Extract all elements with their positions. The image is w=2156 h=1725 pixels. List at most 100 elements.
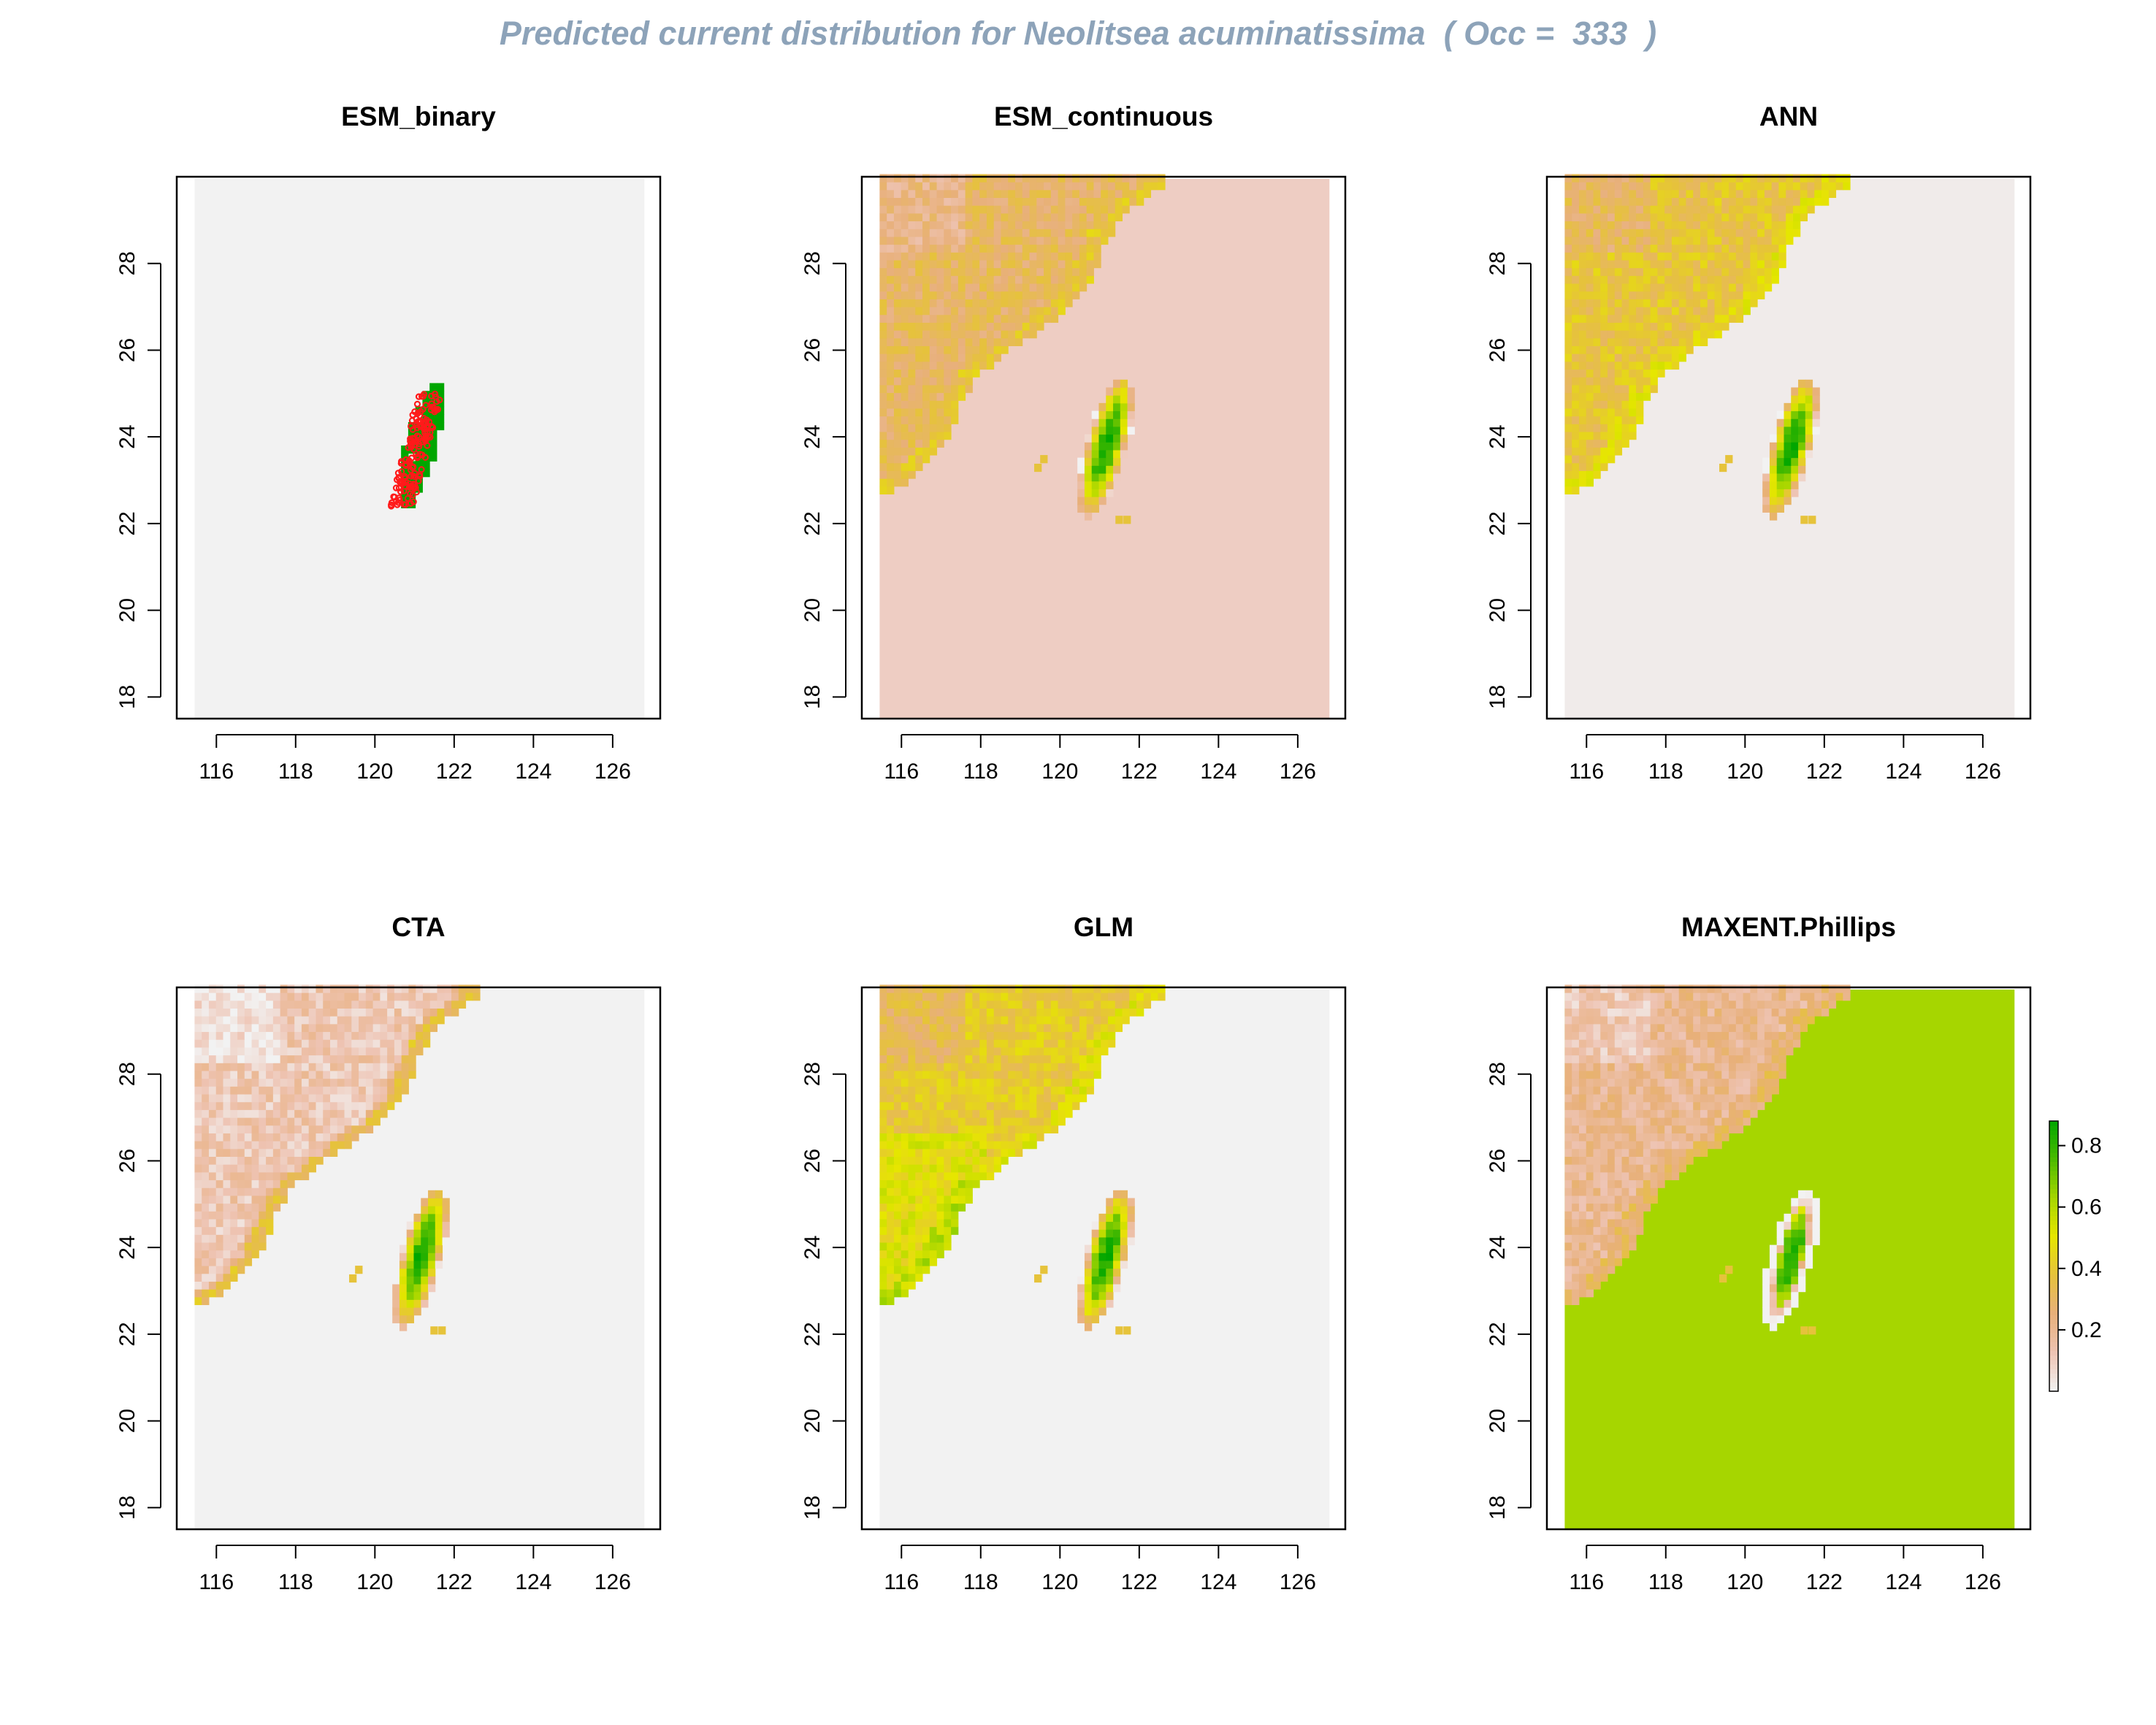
plot-frame: [1545, 175, 2032, 720]
y-tick-label: 28: [1486, 1062, 1510, 1086]
plot-frame: [860, 175, 1347, 720]
raster-cells: [1564, 174, 1851, 524]
y-tick-label: 26: [115, 1149, 139, 1173]
x-axis: 116 118 120 122 124 126: [199, 734, 631, 784]
x-tick-label: 122: [1121, 760, 1158, 784]
y-tick-label: 18: [1486, 685, 1510, 709]
y-tick-label: 26: [1486, 338, 1510, 362]
x-tick-label: 124: [1200, 760, 1236, 784]
y-tick-label: 20: [1486, 598, 1510, 622]
panel-maxent-phillips: MAXENT.Phillips 116 118 120 122 124 126 18 20 22 2…: [1486, 912, 2032, 1594]
y-tick-label: 22: [115, 1322, 139, 1346]
y-tick-label: 24: [1486, 424, 1510, 448]
x-tick-label: 118: [278, 760, 313, 784]
x-tick-label: 116: [884, 760, 919, 784]
x-tick-label: 116: [1569, 760, 1604, 784]
legend-colorbar: 0.2 0.4 0.6 0.8: [2049, 1120, 2102, 1392]
x-tick-label: 122: [1806, 760, 1843, 784]
x-axis: 116 118 120 122 124 126: [1569, 734, 2001, 784]
x-tick-label: 118: [1648, 760, 1683, 784]
panel-esm-continuous: ESM_continuous 116 118 120 122 124 126 18 20 22 24…: [800, 102, 1347, 784]
x-tick-label: 126: [1280, 760, 1316, 784]
raster-cells: [879, 174, 1166, 524]
y-tick-label: 22: [800, 511, 825, 535]
x-tick-label: 120: [356, 760, 393, 784]
panel-esm-binary: ESM_binary 116 118 120 122 124 126 18 20 22 24 26 28: [115, 102, 662, 784]
x-tick-label: 122: [1806, 1570, 1843, 1594]
raster-cells: [1564, 984, 1851, 1335]
y-tick-label: 20: [800, 598, 825, 622]
plot-frame: [175, 175, 662, 720]
plot-frame: [860, 986, 1347, 1531]
x-axis: 116 118 120 122 124 126: [199, 1545, 631, 1594]
x-tick-label: 124: [1200, 1570, 1236, 1594]
x-tick-label: 122: [1121, 1570, 1158, 1594]
y-tick-label: 26: [800, 1149, 825, 1173]
x-tick-label: 118: [278, 1570, 313, 1594]
y-tick-label: 22: [115, 511, 139, 535]
x-tick-label: 122: [436, 760, 473, 784]
x-tick-label: 118: [963, 1570, 998, 1594]
x-tick-label: 126: [595, 1570, 631, 1594]
x-axis: 116 118 120 122 124 126: [884, 734, 1316, 784]
panel-title: CTA: [391, 912, 445, 942]
x-tick-label: 118: [1648, 1570, 1683, 1594]
x-tick-label: 126: [1965, 760, 2001, 784]
x-axis: 116 118 120 122 124 126: [884, 1545, 1316, 1594]
x-tick-label: 118: [963, 760, 998, 784]
panel-cta: CTA 116 118 120 122 124 126 18 20 22 24 26 28: [115, 912, 662, 1594]
x-tick-label: 116: [199, 760, 234, 784]
x-tick-label: 126: [1280, 1570, 1316, 1594]
y-tick-label: 26: [1486, 1149, 1510, 1173]
x-tick-label: 120: [356, 1570, 393, 1594]
occurrence-points: [388, 390, 443, 510]
y-tick-label: 28: [115, 1062, 139, 1086]
raster-cells: [194, 984, 481, 1335]
y-tick-label: 28: [800, 251, 825, 275]
panel-title: GLM: [1074, 912, 1134, 942]
y-tick-label: 20: [800, 1409, 825, 1433]
legend-tick-label: 0.8: [2071, 1134, 2102, 1158]
y-axis: 18 20 22 24 26 28: [1486, 251, 1532, 709]
panel-title: ANN: [1759, 102, 1818, 131]
y-axis: 18 20 22 24 26 28: [800, 251, 846, 709]
legend-tick-label: 0.6: [2071, 1196, 2102, 1220]
y-tick-label: 20: [115, 598, 139, 622]
legend-tick-label: 0.4: [2071, 1257, 2102, 1281]
y-tick-label: 28: [115, 251, 139, 275]
x-tick-label: 124: [1885, 1570, 1922, 1594]
y-tick-label: 28: [800, 1062, 825, 1086]
y-tick-label: 24: [115, 1235, 139, 1259]
y-tick-label: 18: [800, 685, 825, 709]
y-tick-label: 24: [1486, 1235, 1510, 1259]
y-tick-label: 22: [1486, 1322, 1510, 1346]
x-tick-label: 120: [1727, 760, 1763, 784]
raster-cells: [879, 984, 1166, 1335]
x-tick-label: 116: [199, 1570, 234, 1594]
y-tick-label: 20: [115, 1409, 139, 1433]
figure-title: Predicted current distribution for Neoli…: [499, 15, 1657, 52]
panel-title: ESM_continuous: [994, 102, 1213, 131]
x-tick-label: 126: [1965, 1570, 2001, 1594]
legend-tick-label: 0.2: [2071, 1318, 2102, 1342]
panel-title: MAXENT.Phillips: [1681, 912, 1896, 942]
plot-frame: [1545, 986, 2032, 1531]
x-tick-label: 120: [1041, 1570, 1078, 1594]
y-tick-label: 22: [800, 1322, 825, 1346]
x-tick-label: 124: [515, 1570, 551, 1594]
y-tick-label: 20: [1486, 1409, 1510, 1433]
x-tick-label: 122: [436, 1570, 473, 1594]
x-tick-label: 124: [1885, 760, 1922, 784]
y-tick-label: 28: [1486, 251, 1510, 275]
panel-ann: ANN 116 118 120 122 124 126 18 20 22 24 26 28: [1486, 102, 2032, 784]
panel-glm: GLM 116 118 120 122 124 126 18 20 22 24 26 28: [800, 912, 1347, 1594]
x-tick-label: 126: [595, 760, 631, 784]
y-tick-label: 26: [115, 338, 139, 362]
x-tick-label: 124: [515, 760, 551, 784]
y-axis: 18 20 22 24 26 28: [115, 251, 161, 709]
y-tick-label: 24: [115, 424, 139, 448]
y-tick-label: 18: [115, 1496, 139, 1520]
x-tick-label: 120: [1041, 760, 1078, 784]
y-axis: 18 20 22 24 26 28: [1486, 1062, 1532, 1520]
